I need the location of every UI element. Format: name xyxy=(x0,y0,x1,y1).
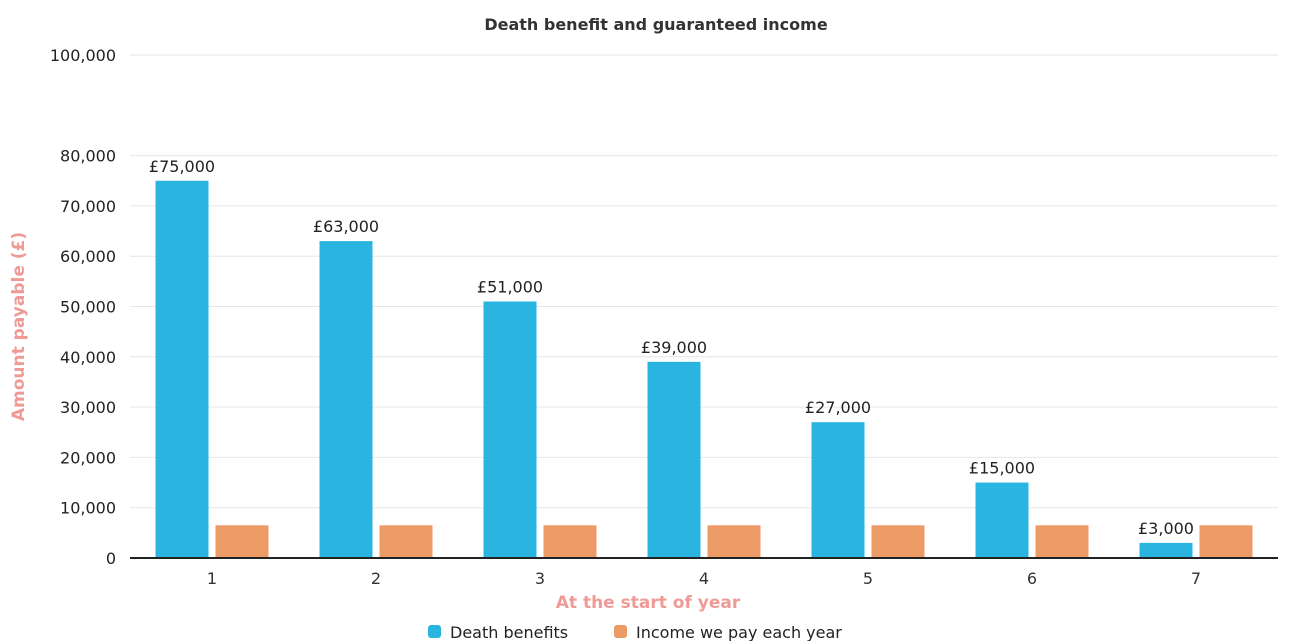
y-tick-label: 60,000 xyxy=(60,247,116,266)
y-axis-label: Amount payable (£) xyxy=(9,232,29,421)
x-tick-label: 1 xyxy=(207,569,217,588)
data-label: £51,000 xyxy=(477,277,543,296)
x-axis-ticks: 1 2 3 4 5 6 7 xyxy=(207,569,1201,588)
y-tick-label: 10,000 xyxy=(60,499,116,518)
legend-label: Death benefits xyxy=(450,623,568,641)
data-label: £75,000 xyxy=(149,157,215,176)
y-tick-label: 80,000 xyxy=(60,147,116,166)
y-tick-label: 0 xyxy=(106,549,116,568)
data-label: £39,000 xyxy=(641,338,707,357)
x-axis-label: At the start of year xyxy=(556,593,741,613)
bar-death-benefits-year-7 xyxy=(1139,542,1193,558)
chart-title: Death benefit and guaranteed income xyxy=(484,15,827,34)
data-label: £63,000 xyxy=(313,217,379,236)
x-tick-label: 4 xyxy=(699,569,709,588)
y-tick-label: 20,000 xyxy=(60,448,116,467)
bar-income-year-1 xyxy=(215,525,269,558)
bar-income-year-3 xyxy=(543,525,597,558)
legend-swatch xyxy=(614,625,627,638)
legend-swatch xyxy=(428,625,441,638)
bar-death-benefits-year-4 xyxy=(647,361,701,558)
bar-income-year-7 xyxy=(1199,525,1253,558)
y-tick-label: 100,000 xyxy=(50,46,116,65)
data-label: £3,000 xyxy=(1138,519,1194,538)
legend: Death benefits Income we pay each year xyxy=(428,623,842,641)
bars: £75,000 £63,000 £51,000 £39,000 £27,000 £15,0… xyxy=(149,157,1253,559)
bar-income-year-4 xyxy=(707,525,761,558)
x-tick-label: 2 xyxy=(371,569,381,588)
x-tick-label: 5 xyxy=(863,569,873,588)
x-tick-label: 3 xyxy=(535,569,545,588)
bar-income-year-2 xyxy=(379,525,433,558)
bar-death-benefits-year-3 xyxy=(483,301,537,558)
legend-label: Income we pay each year xyxy=(636,623,842,641)
bar-income-year-5 xyxy=(871,525,925,558)
x-tick-label: 6 xyxy=(1027,569,1037,588)
y-tick-label: 70,000 xyxy=(60,197,116,216)
x-tick-label: 7 xyxy=(1191,569,1201,588)
y-axis-ticks: 0 10,000 20,000 30,000 40,000 50,000 60,000 70,… xyxy=(50,46,116,568)
y-tick-label: 40,000 xyxy=(60,348,116,367)
bar-death-benefits-year-1 xyxy=(155,180,209,558)
bar-death-benefits-year-2 xyxy=(319,241,373,559)
data-label: £27,000 xyxy=(805,398,871,417)
y-tick-label: 30,000 xyxy=(60,398,116,417)
bar-death-benefits-year-6 xyxy=(975,482,1029,558)
y-tick-label: 50,000 xyxy=(60,298,116,317)
data-label: £15,000 xyxy=(969,459,1035,478)
bar-income-year-6 xyxy=(1035,525,1089,558)
grid-lines xyxy=(130,54,1278,509)
bar-death-benefits-year-5 xyxy=(811,422,865,558)
